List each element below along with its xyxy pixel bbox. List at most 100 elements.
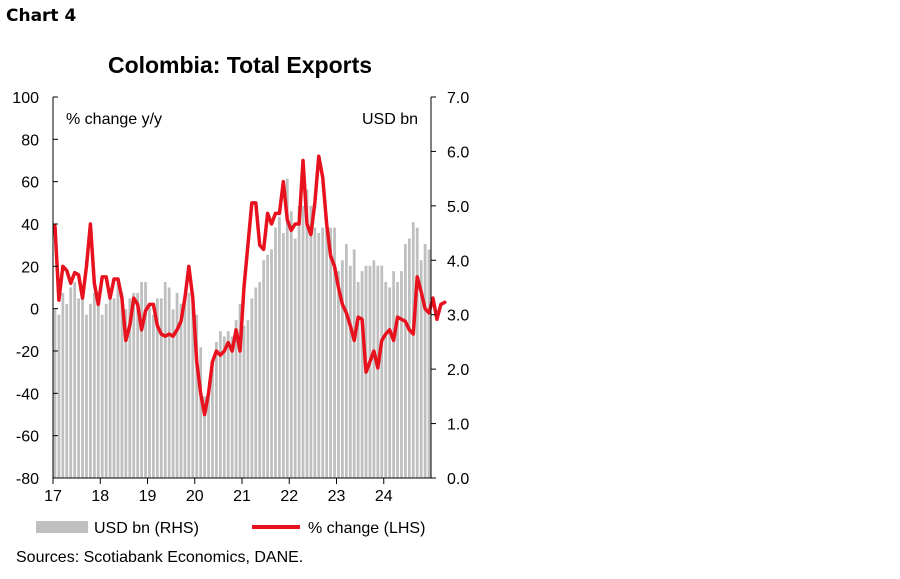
bar (301, 205, 305, 479)
bar (278, 216, 281, 479)
x-tick-label: 18 (91, 488, 109, 505)
figure-label: Chart 4 (6, 6, 77, 26)
line-series (53, 154, 447, 417)
bar (69, 287, 73, 478)
bar (152, 314, 155, 478)
bar (203, 396, 206, 478)
bar (100, 314, 104, 478)
bar (415, 227, 419, 478)
left-tick-label: 0 (30, 302, 39, 319)
right-tick-label: 2.0 (447, 362, 469, 379)
bar (163, 282, 167, 478)
bar (325, 216, 329, 479)
bar (368, 265, 372, 478)
axes: -80 -60 -40 -20 0 20 40 60 80 100 0.0 1.0 2.0 3.0 4.0 5… (12, 90, 469, 505)
bar (419, 260, 423, 478)
bar (309, 205, 313, 479)
bar (159, 298, 163, 478)
x-tick-label: 22 (280, 488, 298, 505)
bar (407, 238, 411, 478)
bar (128, 298, 132, 478)
bar (187, 292, 191, 478)
bar (116, 282, 120, 478)
right-tick-label: 1.0 (447, 417, 469, 434)
bar (81, 292, 84, 478)
left-tick-label: 40 (21, 217, 39, 234)
right-tick-label: 5.0 (447, 199, 469, 216)
bar (356, 282, 360, 478)
bar (199, 347, 203, 478)
right-axis-unit-label: USD bn (362, 111, 418, 128)
bar (281, 233, 285, 478)
bar (380, 265, 384, 478)
bar (388, 287, 392, 478)
bar (148, 303, 151, 478)
bar (207, 396, 210, 478)
right-tick-label: 0.0 (447, 471, 469, 488)
bar (234, 320, 238, 478)
bar (411, 222, 415, 478)
bar (348, 265, 352, 478)
bar (360, 271, 364, 478)
bar (92, 292, 96, 478)
bar (112, 298, 116, 478)
bar (211, 369, 214, 478)
left-tick-label: 100 (12, 90, 39, 107)
bar (372, 260, 376, 478)
x-tick-label: 20 (186, 488, 204, 505)
bar (140, 282, 143, 478)
right-tick-label: 3.0 (447, 308, 469, 325)
bar (254, 287, 258, 478)
bar (175, 292, 179, 478)
left-tick-label: -20 (16, 344, 39, 361)
bar (61, 292, 65, 478)
x-tick-label: 17 (44, 488, 62, 505)
bar (266, 254, 269, 478)
x-tick-label: 21 (233, 488, 251, 505)
bar (171, 309, 175, 478)
bar (400, 271, 403, 478)
bar (155, 298, 159, 478)
bar (293, 238, 297, 478)
legend-label-bars: USD bn (RHS) (94, 520, 199, 537)
bar (120, 292, 124, 478)
bar (136, 292, 140, 478)
left-tick-label: 60 (21, 175, 39, 192)
bar (89, 303, 92, 478)
x-tick-label: 24 (375, 488, 393, 505)
bar (329, 227, 332, 478)
bar (396, 282, 399, 478)
bar (313, 227, 317, 478)
bar (230, 336, 234, 478)
bar (376, 265, 380, 478)
bar (215, 341, 218, 478)
bar (384, 282, 388, 478)
bar (191, 292, 195, 478)
bar (297, 205, 301, 479)
left-tick-label: 80 (21, 132, 39, 149)
bar-series (53, 178, 431, 479)
bar (65, 303, 69, 478)
bar (258, 282, 262, 478)
bar (218, 331, 222, 478)
bar (344, 243, 348, 478)
x-tick-label: 23 (328, 488, 346, 505)
bar (132, 292, 136, 478)
bar (427, 249, 431, 478)
bar (289, 211, 293, 479)
bar (77, 298, 80, 478)
bar (242, 325, 246, 478)
bar (404, 243, 407, 478)
bar (226, 331, 230, 478)
bar (124, 309, 128, 478)
bar (57, 314, 61, 478)
left-tick-label: -60 (16, 429, 39, 446)
bar (104, 303, 108, 478)
legend-swatch-bars (36, 521, 88, 533)
bar (285, 178, 289, 478)
left-tick-label: 20 (21, 259, 39, 276)
right-tick-label: 6.0 (447, 144, 469, 161)
bar (108, 298, 112, 478)
bar (262, 260, 266, 478)
